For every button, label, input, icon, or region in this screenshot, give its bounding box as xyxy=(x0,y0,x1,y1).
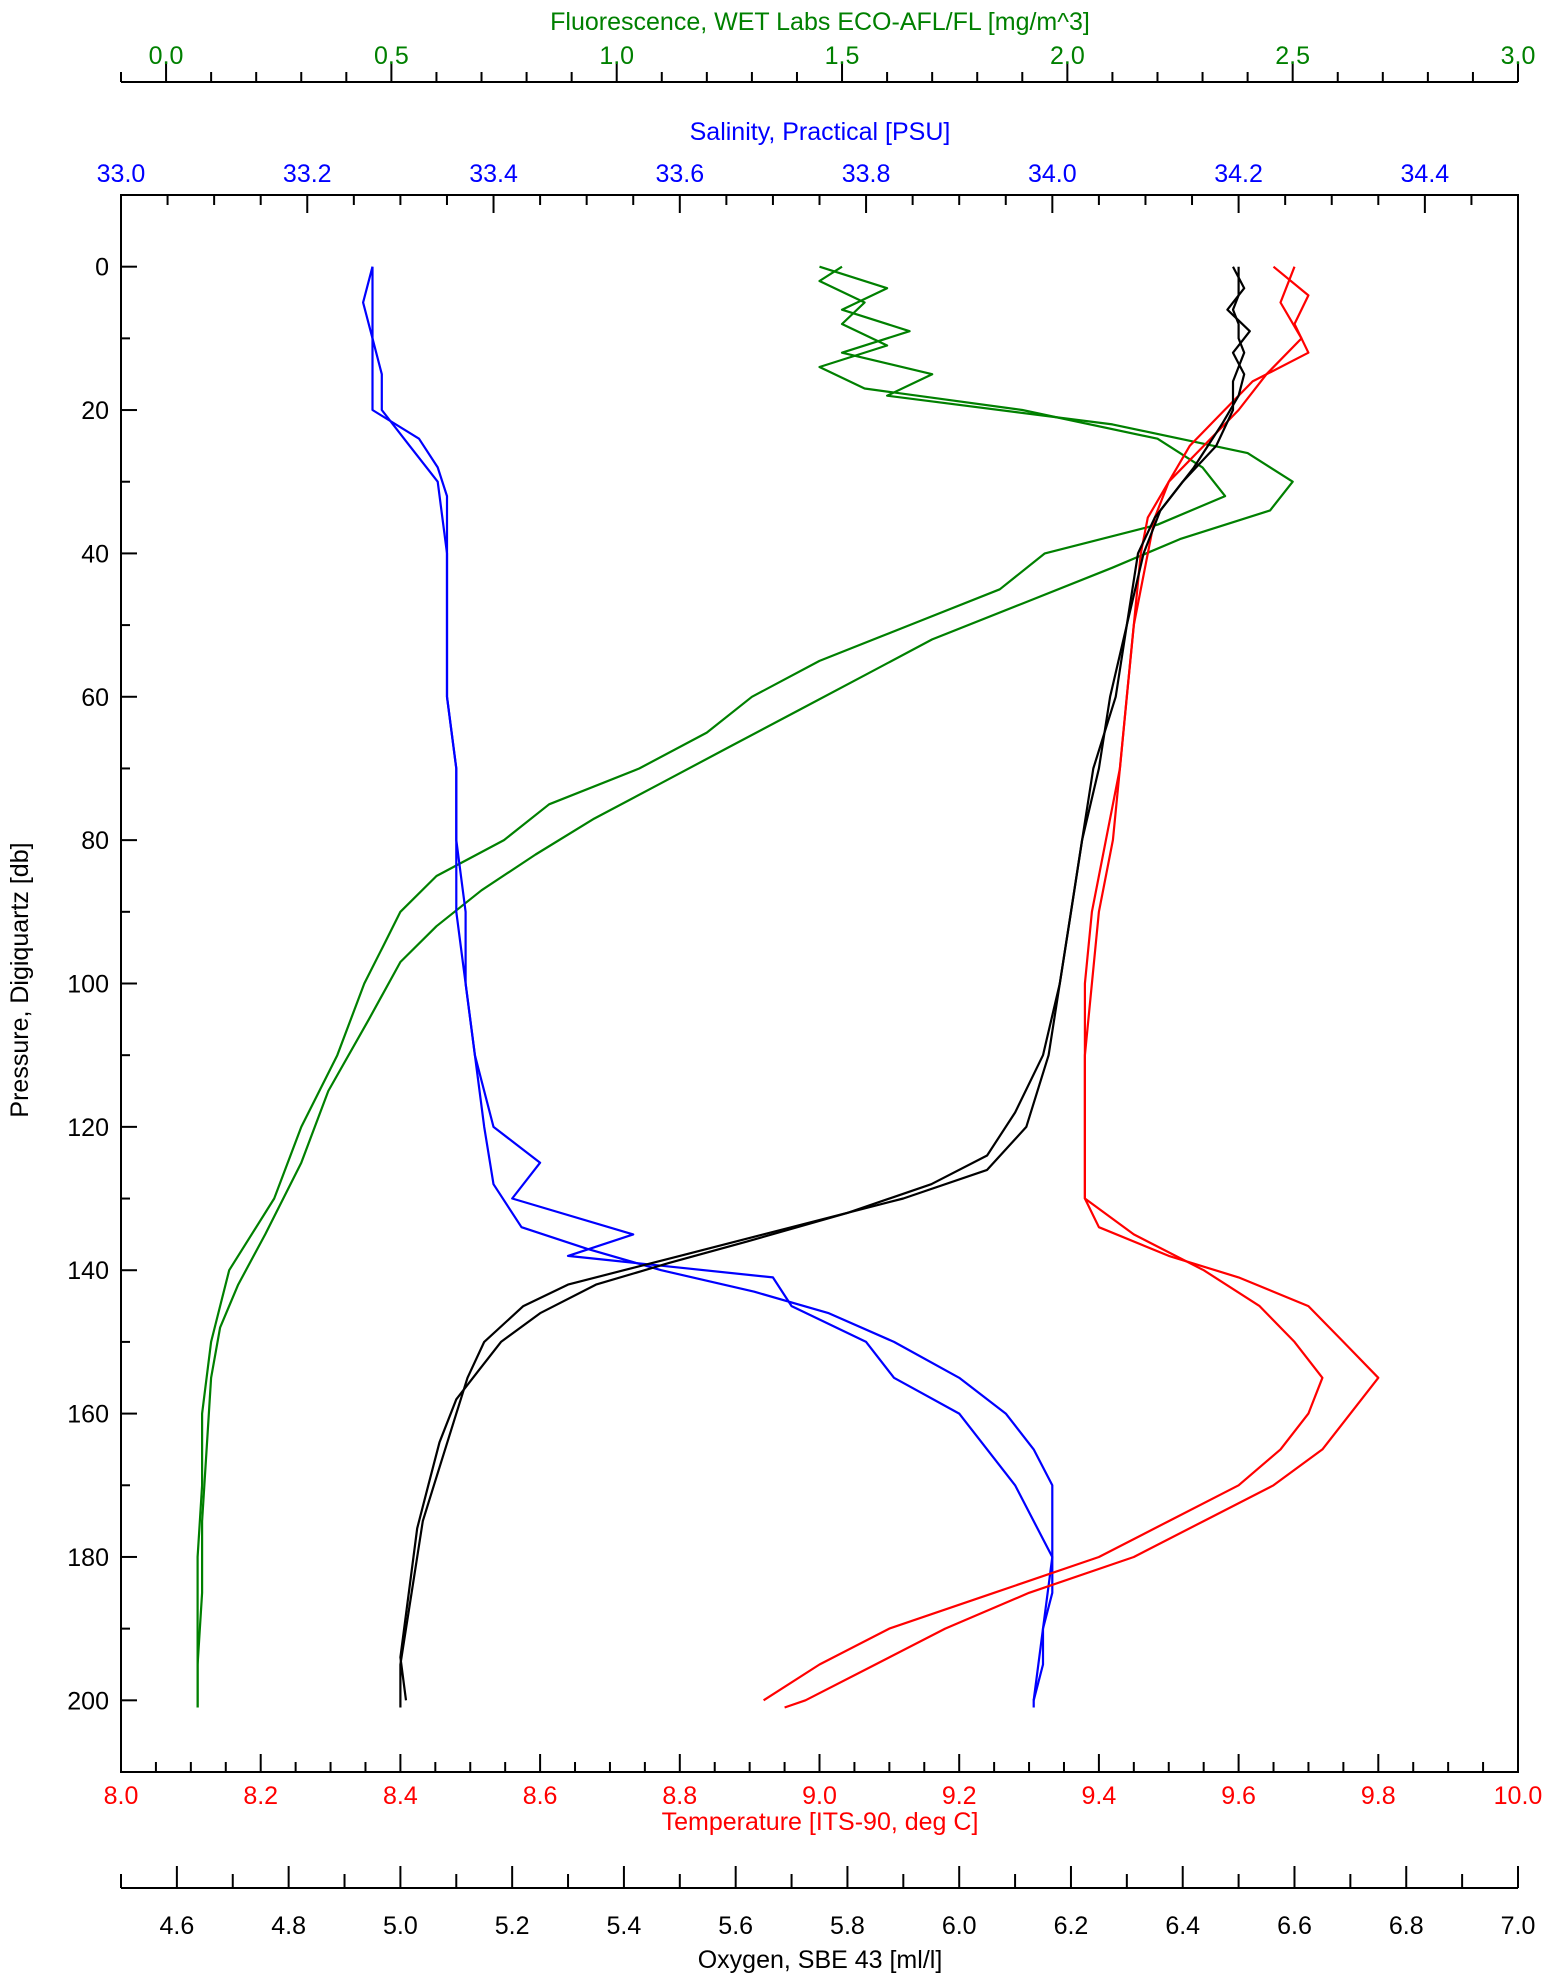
salinity-profile-2 xyxy=(362,266,1054,1701)
fluorescence-tick-label: 1.0 xyxy=(599,42,634,70)
pressure-tick-label: 160 xyxy=(67,1401,109,1429)
oxygen-tick-label: 6.6 xyxy=(1277,1912,1312,1940)
temperature-tick-label: 8.6 xyxy=(523,1782,558,1810)
temperature-profile-1 xyxy=(784,265,1380,1709)
oxygen-tick-label: 5.6 xyxy=(718,1912,753,1940)
axes-layer: 0 20 40 60 80 100 120 140 160 180 200 0.0 0.5 1.0 1.5 2… xyxy=(67,42,1542,1940)
pressure-tick-label: 0 xyxy=(95,254,109,282)
oxygen-tick-label: 6.2 xyxy=(1054,1912,1089,1940)
temperature-tick-label: 10.0 xyxy=(1494,1782,1543,1810)
oxygen-tick-label: 5.4 xyxy=(607,1912,642,1940)
oxygen-tick-label: 4.6 xyxy=(159,1912,194,1940)
fluorescence-tick-label: 2.0 xyxy=(1050,42,1085,70)
salinity-profile-1 xyxy=(371,266,1054,1708)
oxygen-axis-title: Oxygen, SBE 43 [ml/l] xyxy=(698,1946,943,1974)
plot-frame xyxy=(120,194,1519,1773)
salinity-tick-label: 33.0 xyxy=(97,160,146,188)
temperature-tick-label: 8.4 xyxy=(383,1782,418,1810)
temperature-axis-title: Temperature [ITS-90, deg C] xyxy=(662,1808,979,1836)
oxygen-tick-label: 5.0 xyxy=(383,1912,418,1940)
temperature-tick-label: 8.0 xyxy=(104,1782,139,1810)
oxygen-tick-label: 6.8 xyxy=(1389,1912,1424,1940)
pressure-tick-label: 80 xyxy=(81,827,109,855)
fluorescence-tick-label: 0.0 xyxy=(149,42,184,70)
salinity-tick-label: 33.4 xyxy=(469,160,518,188)
temperature-tick-label: 8.8 xyxy=(662,1782,697,1810)
data-layer xyxy=(196,265,1380,1709)
temperature-tick-label: 9.8 xyxy=(1361,1782,1396,1810)
oxygen-tick-label: 5.8 xyxy=(830,1912,865,1940)
fluorescence-tick-label: 1.5 xyxy=(825,42,860,70)
pressure-tick-label: 100 xyxy=(67,971,109,999)
oxygen-profile-1 xyxy=(399,266,1246,1708)
fluorescence-axis-title: Fluorescence, WET Labs ECO-AFL/FL [mg/m^… xyxy=(550,8,1090,36)
temperature-tick-label: 8.2 xyxy=(243,1782,278,1810)
oxygen-tick-label: 5.2 xyxy=(495,1912,530,1940)
salinity-tick-label: 33.6 xyxy=(655,160,704,188)
temperature-profile-2 xyxy=(763,266,1324,1702)
salinity-tick-label: 34.4 xyxy=(1401,160,1450,188)
oxygen-tick-label: 7.0 xyxy=(1501,1912,1536,1940)
temperature-tick-label: 9.6 xyxy=(1221,1782,1256,1810)
fluorescence-tick-label: 3.0 xyxy=(1501,42,1536,70)
pressure-tick-label: 180 xyxy=(67,1544,109,1572)
fluorescence-tick-label: 0.5 xyxy=(374,42,409,70)
pressure-tick-label: 120 xyxy=(67,1114,109,1142)
salinity-tick-label: 34.2 xyxy=(1214,160,1263,188)
oxygen-tick-label: 6.4 xyxy=(1165,1912,1200,1940)
salinity-tick-label: 34.0 xyxy=(1028,160,1077,188)
temperature-tick-label: 9.4 xyxy=(1082,1782,1117,1810)
pressure-tick-label: 200 xyxy=(67,1687,109,1715)
salinity-axis-title: Salinity, Practical [PSU] xyxy=(690,118,951,146)
oxygen-tick-label: 4.8 xyxy=(271,1912,306,1940)
fluorescence-tick-label: 2.5 xyxy=(1275,42,1310,70)
salinity-tick-label: 33.2 xyxy=(283,160,332,188)
fluorescence-profile-2 xyxy=(196,265,1294,1708)
oxygen-profile-2 xyxy=(399,266,1251,1701)
salinity-tick-label: 33.8 xyxy=(842,160,891,188)
pressure-tick-label: 60 xyxy=(81,684,109,712)
pressure-tick-label: 20 xyxy=(81,397,109,425)
temperature-tick-label: 9.0 xyxy=(802,1782,837,1810)
pressure-tick-label: 40 xyxy=(81,540,109,568)
fluorescence-profile-1 xyxy=(196,265,1227,1708)
pressure-axis-title: Pressure, Digiquartz [db] xyxy=(6,842,34,1117)
oxygen-tick-label: 6.0 xyxy=(942,1912,977,1940)
pressure-tick-label: 140 xyxy=(67,1257,109,1285)
temperature-tick-label: 9.2 xyxy=(942,1782,977,1810)
